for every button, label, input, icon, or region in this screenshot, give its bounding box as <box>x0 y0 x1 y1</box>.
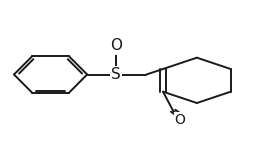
Text: O: O <box>110 38 122 53</box>
Text: O: O <box>174 113 185 127</box>
Text: S: S <box>111 67 121 82</box>
